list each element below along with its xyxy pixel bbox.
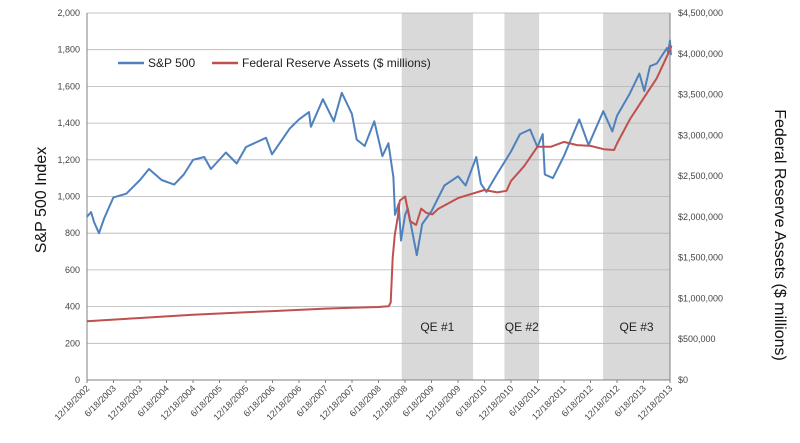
qe-label-2: QE #2 [505,320,539,334]
legend-label-2: Federal Reserve Assets ($ millions) [242,56,431,70]
right-tick-label: $4,000,000 [678,49,723,59]
left-tick-label: 1,200 [57,155,80,165]
left-tick-label: 0 [75,375,80,385]
left-tick-label: 2,000 [57,8,80,18]
left-tick-label: 1,800 [57,45,80,55]
right-tick-label: $1,500,000 [678,253,723,263]
left-tick-label: 600 [65,265,80,275]
left-tick-label: 400 [65,302,80,312]
right-tick-label: $3,500,000 [678,90,723,100]
right-tick-label: $1,000,000 [678,293,723,303]
gridlines-layer [87,12,670,344]
qe-label-3: QE #3 [620,320,654,334]
fed-assets-line [86,45,673,323]
right-tick-label: $2,500,000 [678,171,723,181]
left-tick-label: 200 [65,338,80,348]
series-layer [86,39,673,323]
left-tick-label: 800 [65,228,80,238]
right-tick-label: $500,000 [678,334,716,344]
right-tick-label: $0 [678,375,688,385]
legend: S&P 500 Federal Reserve Assets ($ million… [118,56,431,70]
left-axis-title: S&P 500 Index [33,147,50,253]
left-tick-label: 1,000 [57,192,80,202]
right-tick-label: $2,000,000 [678,212,723,222]
right-tick-label: $3,000,000 [678,130,723,140]
legend-label-1: S&P 500 [148,56,195,70]
left-tick-label: 1,400 [57,118,80,128]
left-tick-label: 1,600 [57,81,80,91]
sp500-line [86,39,672,257]
annotations-layer: QE #1 QE #2 QE #3 [420,320,654,334]
right-tick-label: $4,500,000 [678,8,723,18]
qe-label-1: QE #1 [420,320,454,334]
right-axis-title: Federal Reserve Assets ($ millions) [771,109,788,361]
x-tick-label: 12/18/2002 [52,383,91,422]
